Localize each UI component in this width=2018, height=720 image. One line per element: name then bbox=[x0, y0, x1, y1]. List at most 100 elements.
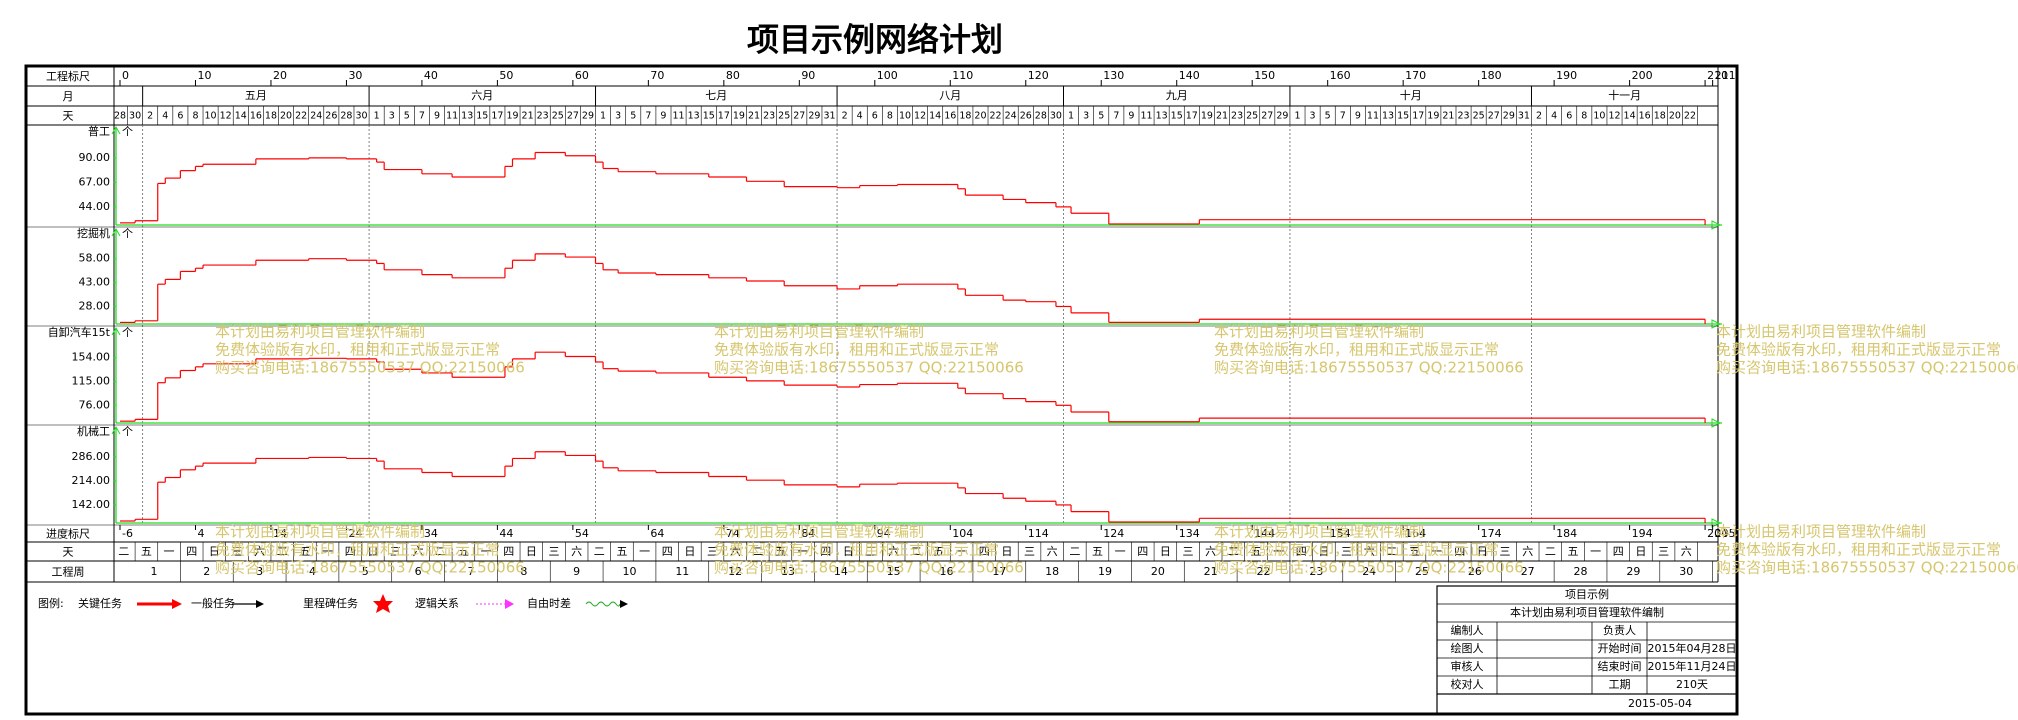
day-label: 29 bbox=[1503, 111, 1515, 122]
day-label: 26 bbox=[1020, 111, 1032, 122]
day-label: 24 bbox=[310, 111, 322, 122]
panel-unit: 个 bbox=[122, 326, 133, 339]
day-label: 14 bbox=[235, 111, 247, 122]
weekday-label: 三 bbox=[866, 545, 877, 558]
month-label: 六月 bbox=[471, 89, 493, 102]
info-label: 审核人 bbox=[1451, 659, 1484, 673]
axis-arrow bbox=[111, 425, 121, 435]
day-label: 5 bbox=[404, 111, 410, 122]
progress-tick-label: 94 bbox=[877, 527, 891, 540]
day-label: 23 bbox=[1457, 111, 1469, 122]
week-label: 10 bbox=[622, 565, 636, 578]
day-label: 10 bbox=[1593, 111, 1605, 122]
scale-tick-label: 150 bbox=[1254, 69, 1275, 82]
scale-tick-label: 110 bbox=[952, 69, 973, 82]
watermark: 购买咨询电话:18675550537 QQ:22150066 bbox=[215, 559, 525, 577]
day-label: 18 bbox=[1654, 111, 1666, 122]
y-tick-label: 115.00 bbox=[72, 374, 111, 387]
y-tick-label: 214.00 bbox=[72, 474, 111, 487]
day-label: 25 bbox=[552, 111, 564, 122]
day-label: 6 bbox=[872, 111, 878, 122]
y-tick-label: 286.00 bbox=[72, 450, 111, 463]
day-label: 20 bbox=[974, 111, 986, 122]
weekday-label: 一 bbox=[1273, 545, 1284, 558]
day-label: 11 bbox=[1140, 111, 1152, 122]
watermark: 购买咨询电话:18675550537 QQ:22150066 bbox=[1716, 559, 2018, 577]
month-label: 八月 bbox=[939, 89, 961, 102]
weekday-label: 一 bbox=[956, 545, 967, 558]
weekday-label: 日 bbox=[843, 545, 854, 558]
legend-milestone-star bbox=[373, 594, 393, 613]
week-label: 1 bbox=[150, 565, 157, 578]
weekday-label: 六 bbox=[413, 545, 424, 558]
day-label: 5 bbox=[630, 111, 636, 122]
scale-tick-label: 20 bbox=[273, 69, 287, 82]
day-label: 23 bbox=[537, 111, 549, 122]
weekday-label: 一 bbox=[798, 545, 809, 558]
legend-float-head bbox=[620, 600, 628, 608]
watermark: 购买咨询电话:18675550537 QQ:22150066 bbox=[1214, 559, 1524, 577]
month-label: 九月 bbox=[1166, 89, 1188, 102]
day-label: 19 bbox=[733, 111, 745, 122]
weekday-label: 五 bbox=[1409, 545, 1420, 558]
progress-tick-label: 24 bbox=[348, 527, 362, 540]
day-label: 19 bbox=[1201, 111, 1213, 122]
weekday-label: 二 bbox=[1386, 545, 1397, 558]
weekday-label: 二 bbox=[277, 545, 288, 558]
scale-tick-label: 40 bbox=[424, 69, 438, 82]
week-label: 2 bbox=[203, 565, 210, 578]
week-label: 8 bbox=[520, 565, 527, 578]
y-tick-label: 90.00 bbox=[79, 151, 111, 164]
row-label: 进度标尺 bbox=[46, 527, 90, 541]
day-label: 27 bbox=[567, 111, 579, 122]
week-label: 21 bbox=[1204, 565, 1218, 578]
weekday-label: 四 bbox=[1296, 545, 1307, 558]
weekday-label: 四 bbox=[1137, 545, 1148, 558]
week-label: 7 bbox=[467, 565, 474, 578]
weekday-label: 四 bbox=[345, 545, 356, 558]
weekday-label: 一 bbox=[1432, 545, 1443, 558]
weekday-label: 二 bbox=[1228, 545, 1239, 558]
scale-tick-label: 170 bbox=[1405, 69, 1426, 82]
panel-unit: 个 bbox=[122, 227, 133, 240]
progress-tick-label: 84 bbox=[801, 527, 815, 540]
weekday-label: 一 bbox=[164, 545, 175, 558]
weekday-label: 日 bbox=[209, 545, 220, 558]
scale-tick-label: 190 bbox=[1556, 69, 1577, 82]
week-label: 12 bbox=[728, 565, 742, 578]
day-label: 30 bbox=[355, 111, 367, 122]
weekday-label: 六 bbox=[1681, 545, 1692, 558]
watermark: 本计划由易利项目管理软件编制 bbox=[714, 523, 924, 541]
scale-tick-label: 30 bbox=[348, 69, 362, 82]
month-label: 五月 bbox=[245, 89, 267, 102]
scale-tick-label: 130 bbox=[1103, 69, 1124, 82]
day-label: 20 bbox=[280, 111, 292, 122]
day-label: 30 bbox=[129, 111, 141, 122]
week-label: 24 bbox=[1362, 565, 1376, 578]
day-label: 2 bbox=[1536, 111, 1542, 122]
legend-normal-head bbox=[256, 600, 264, 608]
outer-frame bbox=[24, 64, 1739, 716]
weekday-label: 五 bbox=[141, 545, 152, 558]
weekday-label: 六 bbox=[1205, 545, 1216, 558]
progress-tick-label: 4 bbox=[197, 527, 204, 540]
watermark: 本计划由易利项目管理软件编制 bbox=[1716, 323, 1926, 341]
day-label: 4 bbox=[1551, 111, 1557, 122]
day-label: 11 bbox=[446, 111, 458, 122]
week-label: 4 bbox=[309, 565, 316, 578]
watermark: 免费体验版有水印，租用和正式版显示正常 bbox=[1716, 541, 2001, 559]
info-date: 2015-05-04 bbox=[1628, 697, 1692, 710]
watermark: 免费体验版有水印，租用和正式版显示正常 bbox=[215, 341, 500, 359]
day-label: 12 bbox=[914, 111, 926, 122]
weekday-label: 三 bbox=[707, 545, 718, 558]
watermark: 购买咨询电话:18675550537 QQ:22150066 bbox=[714, 559, 1024, 577]
day-label: 30 bbox=[1050, 111, 1062, 122]
day-label: 17 bbox=[1186, 111, 1198, 122]
weekday-label: 一 bbox=[639, 545, 650, 558]
weekday-label: 六 bbox=[1364, 545, 1375, 558]
legend-critical-head bbox=[172, 599, 182, 609]
weekday-label: 一 bbox=[322, 545, 333, 558]
day-label: 1 bbox=[1068, 111, 1074, 122]
week-label: 3 bbox=[256, 565, 263, 578]
day-label: 17 bbox=[1412, 111, 1424, 122]
